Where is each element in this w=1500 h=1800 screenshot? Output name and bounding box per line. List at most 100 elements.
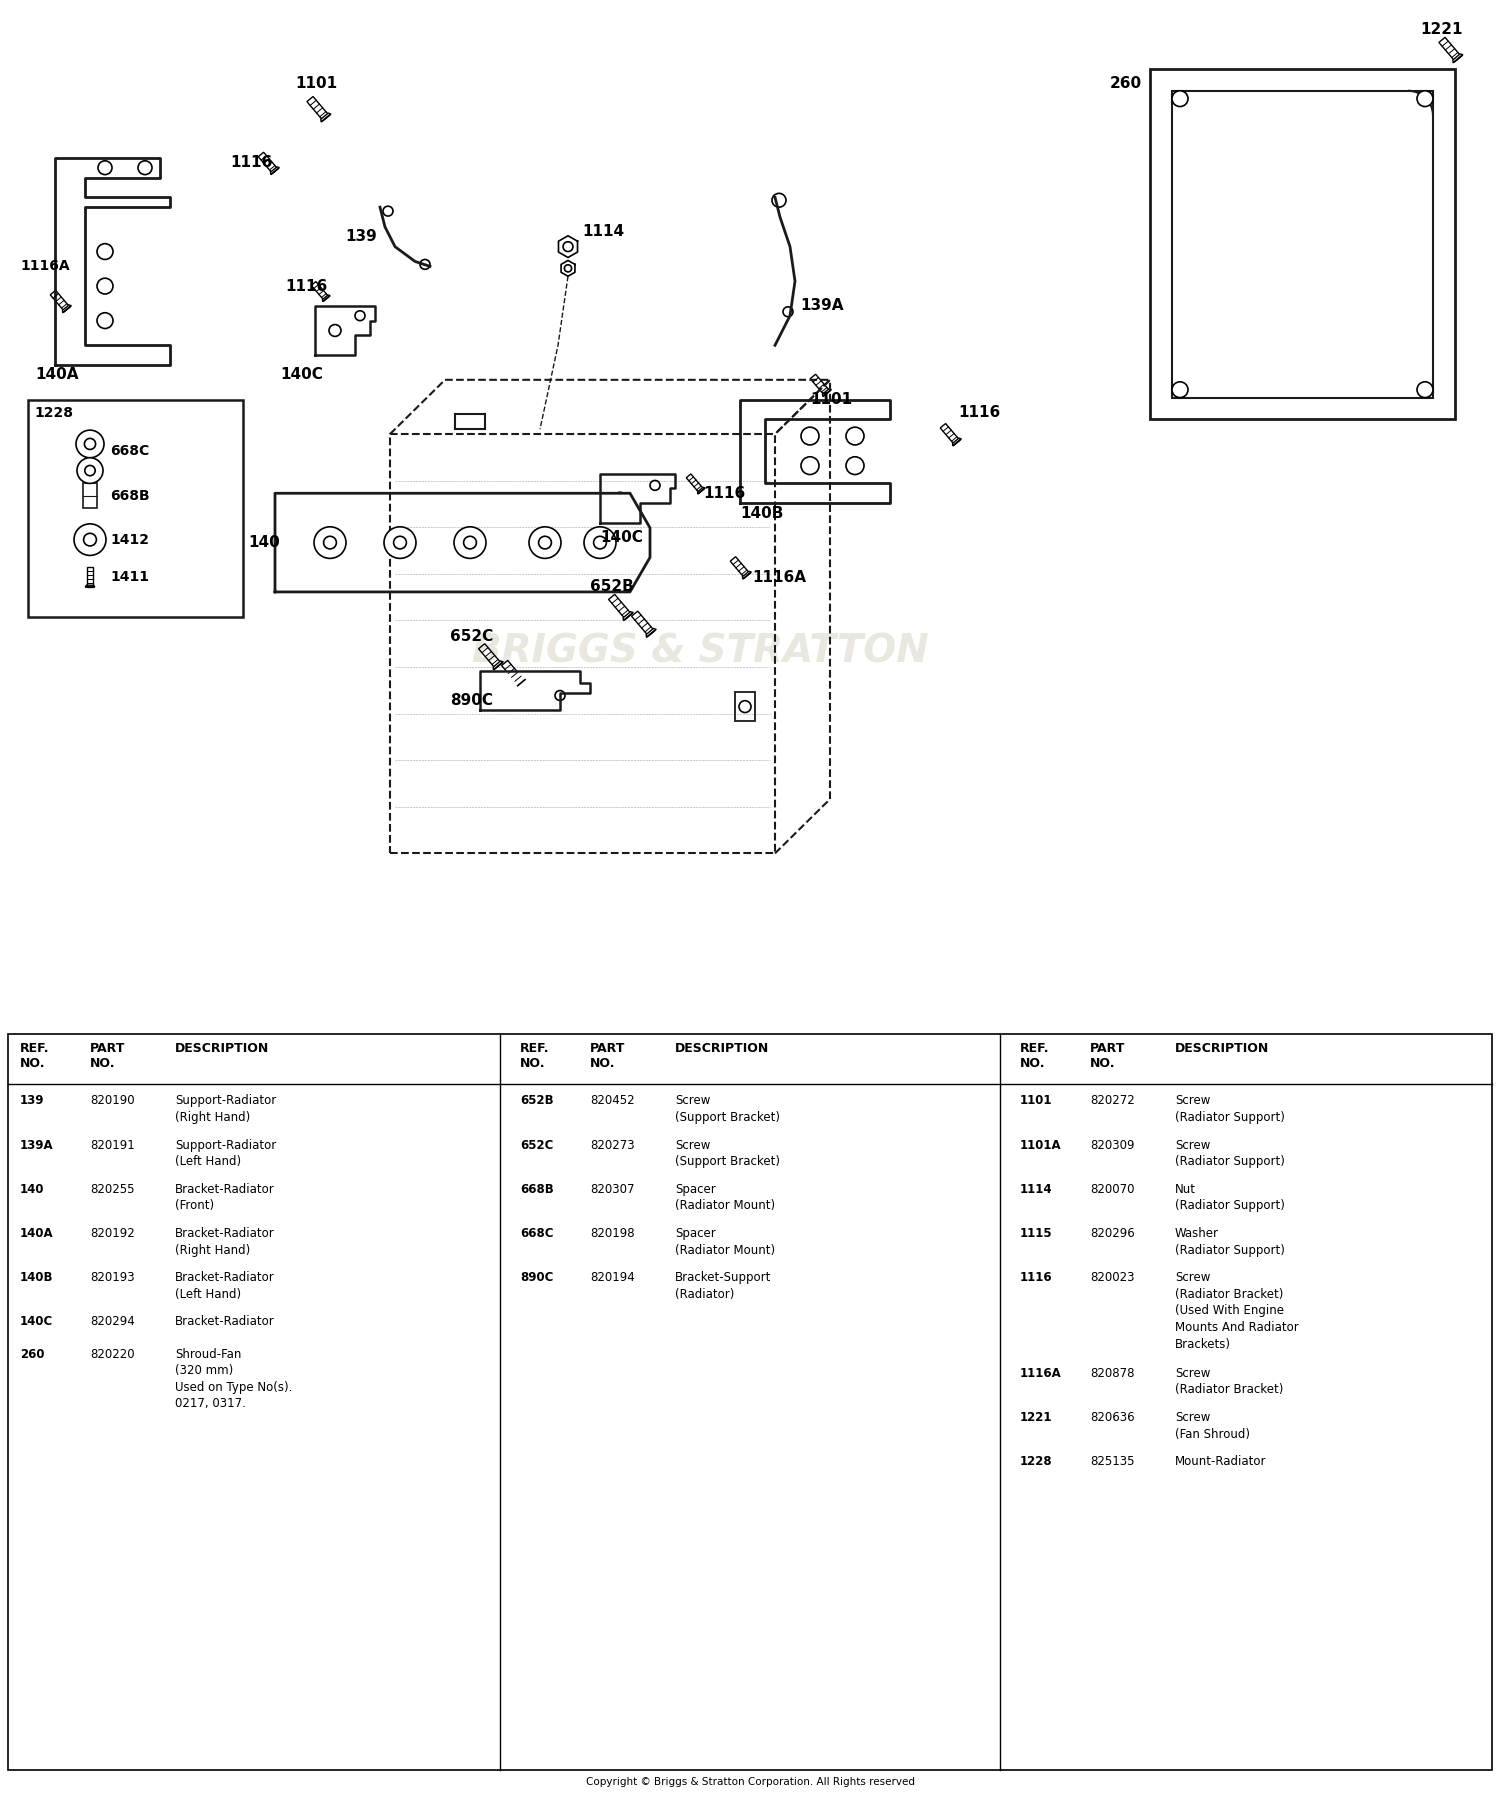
Text: 820296: 820296 — [1090, 1228, 1134, 1240]
Text: (Support Bracket): (Support Bracket) — [675, 1111, 780, 1123]
Text: 668B: 668B — [520, 1183, 554, 1195]
Text: 1116A: 1116A — [20, 259, 69, 274]
Text: 140B: 140B — [20, 1271, 54, 1283]
Circle shape — [772, 193, 786, 207]
Text: 1115: 1115 — [1020, 1228, 1053, 1240]
Text: 1114: 1114 — [1020, 1183, 1053, 1195]
Circle shape — [356, 311, 364, 320]
Circle shape — [74, 524, 106, 556]
Text: (Radiator Support): (Radiator Support) — [1174, 1156, 1286, 1168]
Text: 1116A: 1116A — [1020, 1366, 1062, 1381]
Text: 820878: 820878 — [1090, 1366, 1134, 1381]
Text: (Radiator Mount): (Radiator Mount) — [675, 1199, 776, 1213]
Circle shape — [1418, 90, 1432, 106]
Text: 0217, 0317.: 0217, 0317. — [176, 1397, 246, 1411]
Text: DESCRIPTION: DESCRIPTION — [675, 1042, 770, 1055]
Text: 1114: 1114 — [582, 225, 624, 239]
Text: 139A: 139A — [800, 299, 843, 313]
Text: Nut: Nut — [1174, 1183, 1196, 1195]
Polygon shape — [646, 628, 657, 637]
Text: 1116A: 1116A — [752, 569, 806, 585]
Polygon shape — [63, 304, 72, 313]
Circle shape — [801, 427, 819, 445]
Text: (Radiator Support): (Radiator Support) — [1174, 1199, 1286, 1213]
Text: 140A: 140A — [20, 1228, 54, 1240]
Polygon shape — [952, 437, 962, 446]
Bar — [735, 691, 754, 722]
Circle shape — [530, 527, 561, 558]
Text: (Used With Engine: (Used With Engine — [1174, 1305, 1284, 1318]
Circle shape — [846, 427, 864, 445]
Text: Used on Type No(s).: Used on Type No(s). — [176, 1381, 292, 1393]
Circle shape — [382, 207, 393, 216]
Polygon shape — [480, 671, 590, 711]
Text: 140C: 140C — [280, 367, 322, 382]
Polygon shape — [322, 295, 330, 302]
Text: 820192: 820192 — [90, 1228, 135, 1240]
Text: 668C: 668C — [110, 445, 148, 457]
Text: Mount-Radiator: Mount-Radiator — [1174, 1454, 1266, 1469]
Text: Bracket-Support: Bracket-Support — [675, 1271, 771, 1283]
Text: Screw: Screw — [675, 1139, 711, 1152]
Text: 140A: 140A — [34, 367, 78, 382]
Text: (Left Hand): (Left Hand) — [176, 1156, 242, 1168]
Polygon shape — [274, 493, 650, 592]
Text: (Radiator Support): (Radiator Support) — [1174, 1111, 1286, 1123]
Text: 1116: 1116 — [1020, 1271, 1053, 1283]
Text: Spacer: Spacer — [675, 1183, 716, 1195]
Text: 1116: 1116 — [285, 279, 327, 293]
Text: Support-Radiator: Support-Radiator — [176, 1094, 276, 1107]
Circle shape — [98, 313, 112, 329]
Circle shape — [614, 491, 626, 504]
Text: 820023: 820023 — [1090, 1271, 1134, 1283]
Text: 820190: 820190 — [90, 1094, 135, 1107]
Text: 820220: 820220 — [90, 1348, 135, 1361]
Polygon shape — [516, 679, 526, 688]
Bar — [1172, 90, 1432, 398]
Circle shape — [650, 481, 660, 490]
Text: 140: 140 — [248, 535, 279, 551]
Polygon shape — [561, 261, 574, 275]
Text: (Radiator): (Radiator) — [675, 1287, 735, 1301]
Text: 820273: 820273 — [590, 1139, 634, 1152]
Text: 820193: 820193 — [90, 1271, 135, 1283]
Text: 260: 260 — [20, 1348, 45, 1361]
Text: 140C: 140C — [20, 1316, 54, 1328]
Circle shape — [76, 430, 104, 457]
Text: Bracket-Radiator: Bracket-Radiator — [176, 1183, 274, 1195]
Text: Screw: Screw — [1174, 1139, 1210, 1152]
Text: 140C: 140C — [600, 531, 644, 545]
Text: 1221: 1221 — [1420, 22, 1462, 38]
Text: 1228: 1228 — [1020, 1454, 1053, 1469]
Text: 668B: 668B — [110, 490, 150, 504]
Text: REF.
NO.: REF. NO. — [20, 1042, 50, 1069]
Text: Bracket-Radiator: Bracket-Radiator — [176, 1228, 274, 1240]
Circle shape — [454, 527, 486, 558]
Circle shape — [138, 160, 152, 175]
Text: 1101: 1101 — [810, 392, 852, 407]
Text: PART
NO.: PART NO. — [90, 1042, 126, 1069]
Text: 820294: 820294 — [90, 1316, 135, 1328]
Text: 1101: 1101 — [296, 76, 338, 92]
Text: 652B: 652B — [590, 580, 633, 594]
Circle shape — [1172, 90, 1188, 106]
Text: 668C: 668C — [520, 1228, 554, 1240]
Circle shape — [555, 691, 566, 700]
Polygon shape — [1454, 54, 1462, 63]
Circle shape — [420, 259, 430, 270]
Text: (Right Hand): (Right Hand) — [176, 1244, 250, 1256]
Bar — [1150, 68, 1455, 419]
Text: Screw: Screw — [1174, 1411, 1210, 1424]
Text: 260: 260 — [1110, 76, 1142, 92]
Text: 652C: 652C — [520, 1139, 554, 1152]
Text: 1101A: 1101A — [1020, 1139, 1062, 1152]
Text: 1412: 1412 — [110, 533, 148, 547]
Text: PART
NO.: PART NO. — [1090, 1042, 1125, 1069]
Text: 820452: 820452 — [590, 1094, 634, 1107]
Text: 139: 139 — [20, 1094, 45, 1107]
Circle shape — [596, 538, 604, 547]
Circle shape — [98, 243, 112, 259]
Text: 1101: 1101 — [1020, 1094, 1053, 1107]
Circle shape — [846, 457, 864, 475]
Circle shape — [1418, 382, 1432, 398]
